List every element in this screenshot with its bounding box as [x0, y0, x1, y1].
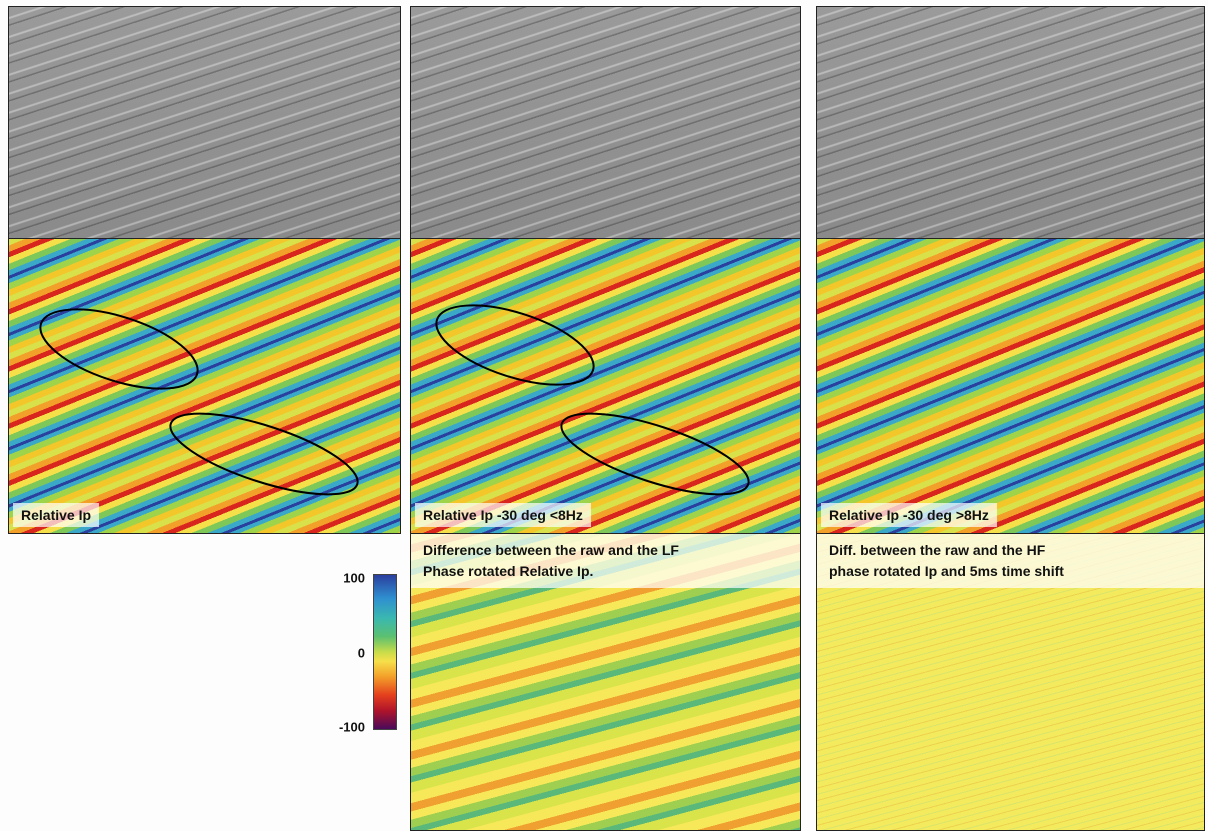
highlight-ellipses — [411, 239, 801, 534]
caption-line: Diff. between the raw and the HF — [829, 540, 1192, 561]
seismic-panel — [816, 6, 1205, 239]
highlight-ellipses — [9, 239, 401, 534]
panel-caption: Diff. between the raw and the HF phase r… — [817, 534, 1204, 588]
colorbar-tick-label: 0 — [325, 645, 365, 660]
panel-label: Relative Ip -30 deg >8Hz — [821, 503, 997, 527]
panel-label: Relative Ip — [13, 503, 99, 527]
colorbar-tick-label: -100 — [325, 720, 365, 735]
panel-label: Relative Ip -30 deg <8Hz — [415, 503, 591, 527]
caption-line: Phase rotated Relative Ip. — [423, 561, 788, 582]
impedance-panel: Relative Ip — [8, 238, 401, 534]
difference-panel: Diff. between the raw and the HF phase r… — [816, 533, 1205, 831]
colorbar — [373, 574, 397, 730]
caption-line: phase rotated Ip and 5ms time shift — [829, 561, 1192, 582]
page: {"panels": [{"label": "Relative Ip"}, {"… — [0, 0, 1208, 831]
colorbar-tick-label: 100 — [325, 571, 365, 586]
seismic-panel — [8, 6, 401, 239]
seismic-panel — [410, 6, 801, 239]
panel-caption: Difference between the raw and the LF Ph… — [411, 534, 800, 588]
caption-line: Difference between the raw and the LF — [423, 540, 788, 561]
impedance-panel: Relative Ip -30 deg <8Hz — [410, 238, 801, 534]
impedance-panel: Relative Ip -30 deg >8Hz — [816, 238, 1205, 534]
difference-panel: Difference between the raw and the LF Ph… — [410, 533, 801, 831]
